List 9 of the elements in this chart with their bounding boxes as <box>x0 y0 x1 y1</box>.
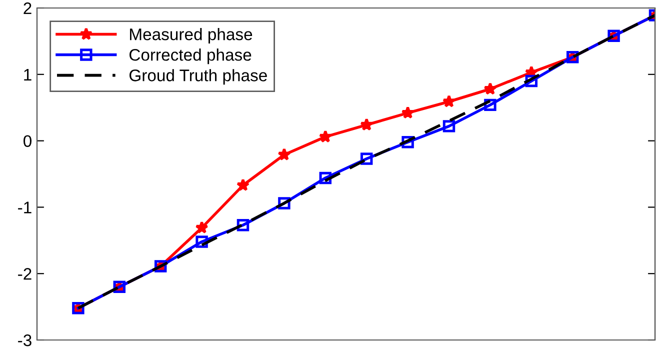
legend-label: Corrected phase <box>130 48 252 64</box>
y-tick-label: 1 <box>24 68 32 80</box>
y-tick-label: 0 <box>24 135 32 148</box>
y-tick-label: -3 <box>18 334 32 346</box>
y-tick-label: -2 <box>18 268 32 280</box>
legend-label: Groud Truth phase <box>130 69 267 85</box>
y-tick-label: 2 <box>24 2 32 14</box>
legend-label: Measured phase <box>130 28 252 44</box>
y-tick-label: -1 <box>18 202 32 214</box>
